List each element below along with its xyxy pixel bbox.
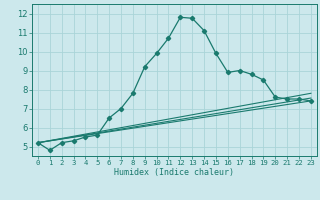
X-axis label: Humidex (Indice chaleur): Humidex (Indice chaleur) <box>115 168 234 177</box>
